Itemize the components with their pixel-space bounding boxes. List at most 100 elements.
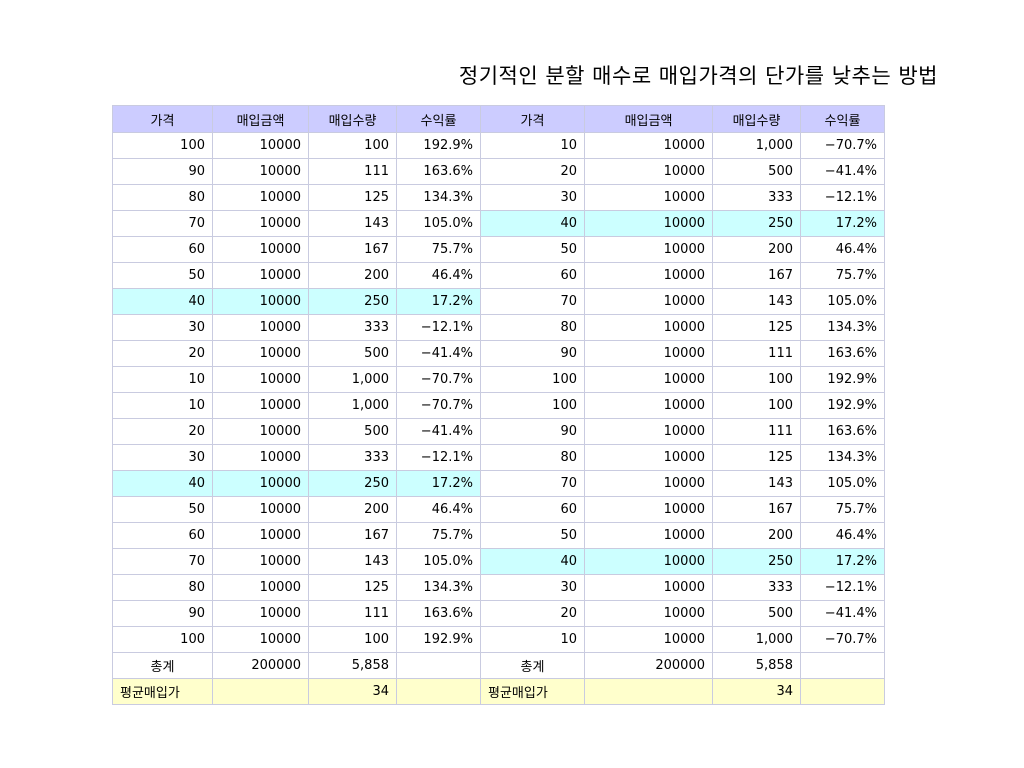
cell-price-right: 10	[480, 626, 585, 653]
cell-return-left: −41.4%	[396, 340, 481, 367]
cell-amount-left: 10000	[212, 132, 309, 159]
cell-amount-right: 10000	[584, 158, 713, 185]
total-quantity-left: 5,858	[308, 652, 397, 679]
page-title: 정기적인 분할 매수로 매입가격의 단가를 낮추는 방법	[458, 64, 938, 88]
cell-return-left: 17.2%	[396, 470, 481, 497]
table-row: 50 10000 200 46.4% 60 10000 167 75.7%	[112, 262, 885, 289]
cell-amount-left: 10000	[212, 444, 309, 471]
purchase-comparison-table: 가격 매입금액 매입수량 수익률 가격 매입금액 매입수량 수익률 100 100…	[112, 105, 885, 705]
table-row: 10 10000 1,000 −70.7% 100 10000 100 192.9%	[112, 366, 885, 393]
cell-quantity-right: 111	[712, 340, 801, 367]
cell-price-right: 90	[480, 340, 585, 367]
cell-price-left: 90	[112, 600, 213, 627]
cell-quantity-right: 500	[712, 158, 801, 185]
cell-quantity-right: 111	[712, 418, 801, 445]
cell-quantity-left: 200	[308, 262, 397, 289]
cell-amount-right: 10000	[584, 184, 713, 211]
cell-price-left: 60	[112, 236, 213, 263]
cell-return-right: −70.7%	[800, 626, 885, 653]
cell-quantity-right: 200	[712, 522, 801, 549]
cell-quantity-right: 143	[712, 470, 801, 497]
cell-return-left: 134.3%	[396, 574, 481, 601]
header-quantity-left: 매입수량	[308, 105, 397, 133]
cell-return-left: 134.3%	[396, 184, 481, 211]
cell-quantity-left: 250	[308, 288, 397, 315]
header-quantity-right: 매입수량	[712, 105, 801, 133]
average-amount-right	[584, 678, 713, 705]
cell-price-left: 50	[112, 262, 213, 289]
cell-amount-left: 10000	[212, 210, 309, 237]
cell-amount-right: 10000	[584, 626, 713, 653]
table-row: 20 10000 500 −41.4% 90 10000 111 163.6%	[112, 340, 885, 367]
cell-return-left: 46.4%	[396, 262, 481, 289]
cell-amount-right: 10000	[584, 600, 713, 627]
cell-return-right: 163.6%	[800, 340, 885, 367]
cell-price-right: 40	[480, 210, 585, 237]
cell-quantity-right: 125	[712, 314, 801, 341]
cell-amount-right: 10000	[584, 366, 713, 393]
cell-return-left: 105.0%	[396, 210, 481, 237]
cell-amount-right: 10000	[584, 418, 713, 445]
cell-price-right: 70	[480, 470, 585, 497]
cell-quantity-right: 250	[712, 548, 801, 575]
cell-price-right: 70	[480, 288, 585, 315]
total-return-left	[396, 652, 481, 679]
header-return-right: 수익률	[800, 105, 885, 133]
cell-amount-left: 10000	[212, 392, 309, 419]
total-quantity-right: 5,858	[712, 652, 801, 679]
average-label-right: 평균매입가	[480, 678, 585, 705]
cell-return-right: −12.1%	[800, 574, 885, 601]
cell-amount-right: 10000	[584, 496, 713, 523]
cell-price-left: 70	[112, 210, 213, 237]
table-row: 50 10000 200 46.4% 60 10000 167 75.7%	[112, 496, 885, 523]
header-price-right: 가격	[480, 105, 585, 133]
cell-price-right: 20	[480, 600, 585, 627]
total-amount-right: 200000	[584, 652, 713, 679]
table-row: 20 10000 500 −41.4% 90 10000 111 163.6%	[112, 418, 885, 445]
cell-quantity-left: 333	[308, 314, 397, 341]
cell-price-right: 30	[480, 574, 585, 601]
cell-quantity-right: 143	[712, 288, 801, 315]
table-row: 80 10000 125 134.3% 30 10000 333 −12.1%	[112, 184, 885, 211]
cell-amount-left: 10000	[212, 470, 309, 497]
table-row: 60 10000 167 75.7% 50 10000 200 46.4%	[112, 522, 885, 549]
table-row: 10 10000 1,000 −70.7% 100 10000 100 192.9%	[112, 392, 885, 419]
cell-return-right: 134.3%	[800, 314, 885, 341]
cell-quantity-right: 333	[712, 574, 801, 601]
table-row: 90 10000 111 163.6% 20 10000 500 −41.4%	[112, 600, 885, 627]
cell-amount-left: 10000	[212, 496, 309, 523]
header-return-left: 수익률	[396, 105, 481, 133]
total-label-left: 총계	[112, 652, 213, 679]
table-row: 90 10000 111 163.6% 20 10000 500 −41.4%	[112, 158, 885, 185]
cell-price-right: 10	[480, 132, 585, 159]
average-label-left: 평균매입가	[112, 678, 213, 705]
cell-amount-right: 10000	[584, 574, 713, 601]
cell-amount-right: 10000	[584, 470, 713, 497]
cell-return-right: −12.1%	[800, 184, 885, 211]
cell-return-right: −41.4%	[800, 600, 885, 627]
cell-amount-right: 10000	[584, 236, 713, 263]
cell-return-right: 17.2%	[800, 548, 885, 575]
cell-price-right: 30	[480, 184, 585, 211]
cell-amount-right: 10000	[584, 444, 713, 471]
cell-amount-left: 10000	[212, 522, 309, 549]
cell-price-left: 70	[112, 548, 213, 575]
cell-return-left: 17.2%	[396, 288, 481, 315]
cell-price-left: 20	[112, 418, 213, 445]
cell-return-right: 17.2%	[800, 210, 885, 237]
cell-quantity-left: 143	[308, 210, 397, 237]
cell-price-left: 80	[112, 574, 213, 601]
cell-return-right: 105.0%	[800, 470, 885, 497]
cell-price-right: 80	[480, 314, 585, 341]
cell-amount-left: 10000	[212, 288, 309, 315]
cell-return-left: −12.1%	[396, 444, 481, 471]
cell-return-left: 75.7%	[396, 522, 481, 549]
cell-return-left: 163.6%	[396, 600, 481, 627]
total-row: 총계 200000 5,858 총계 200000 5,858	[112, 652, 885, 679]
cell-quantity-right: 100	[712, 366, 801, 393]
cell-quantity-left: 167	[308, 522, 397, 549]
cell-amount-right: 10000	[584, 132, 713, 159]
cell-amount-left: 10000	[212, 184, 309, 211]
cell-quantity-left: 143	[308, 548, 397, 575]
cell-price-left: 40	[112, 288, 213, 315]
